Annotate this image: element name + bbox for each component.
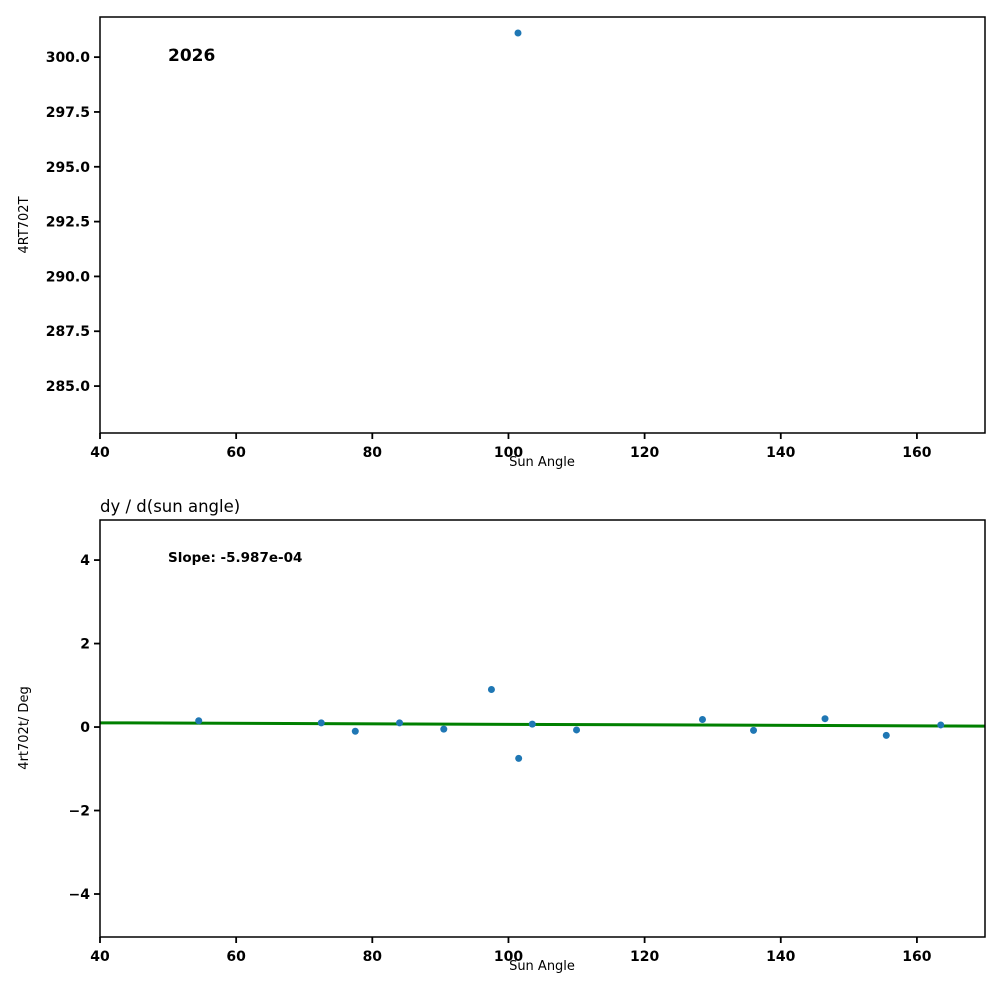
x-tick-label: 100 — [494, 949, 523, 965]
data-point — [821, 715, 829, 723]
bottom-annotation: Slope: -5.987e-04 — [168, 550, 302, 566]
x-tick-label: 120 — [630, 949, 659, 965]
y-tick-label: 292.5 — [46, 215, 90, 231]
top-chart: 40 60 80 100 120 140 160 285.0 287.5 290.0 292.5 29… — [46, 16, 986, 461]
data-point — [396, 719, 404, 727]
data-point — [487, 685, 495, 693]
data-point — [514, 29, 522, 37]
axes-frame — [99, 16, 986, 434]
x-tick-label: 100 — [494, 445, 523, 461]
data-point — [317, 719, 325, 727]
data-point — [573, 726, 581, 734]
data-point — [528, 720, 536, 728]
y-tick-label: 4 — [80, 553, 90, 569]
bottom-chart-title: dy / d(sun angle) — [100, 497, 240, 516]
top-x-axis-label: Sun Angle — [509, 455, 575, 470]
bottom-y-axis-label: 4rt702t/ Deg — [17, 686, 32, 769]
data-point — [698, 716, 706, 724]
x-tick-label: 80 — [363, 949, 383, 965]
x-tick-label: 80 — [363, 445, 383, 461]
y-tick-label: 300.0 — [46, 50, 91, 66]
fit-line — [99, 721, 986, 728]
data-point — [750, 726, 758, 734]
bottom-x-axis-label: Sun Angle — [509, 959, 575, 974]
y-tick-label: −4 — [69, 887, 91, 903]
bottom-chart: 40 60 80 100 120 140 160 −4 −2 0 2 4 — [69, 519, 986, 965]
x-tick-label: 140 — [766, 949, 795, 965]
data-point — [882, 731, 890, 739]
x-tick-label: 120 — [630, 445, 659, 461]
data-point — [515, 754, 523, 762]
y-tick-label: 287.5 — [46, 324, 90, 340]
y-tick-label: 297.5 — [46, 105, 90, 121]
y-tick-label: 285.0 — [46, 379, 91, 395]
x-tick-label: 60 — [226, 949, 246, 965]
data-point — [351, 727, 359, 735]
x-tick-label: 40 — [90, 445, 110, 461]
y-tick-label: 2 — [80, 637, 90, 653]
x-tick-label: 140 — [766, 445, 795, 461]
axes-frame — [99, 519, 986, 938]
y-tick-label: 0 — [80, 720, 90, 736]
y-tick-label: −2 — [69, 804, 90, 820]
x-tick-label: 40 — [90, 949, 110, 965]
x-tick-label: 60 — [226, 445, 246, 461]
top-annotation: 2026 — [168, 46, 215, 66]
y-tick-label: 290.0 — [46, 269, 91, 285]
top-y-axis-label: 4RT702T — [17, 196, 32, 253]
x-tick-label: 160 — [902, 949, 931, 965]
data-point — [440, 725, 448, 733]
data-point — [195, 717, 203, 725]
y-tick-label: 295.0 — [46, 160, 91, 176]
data-point — [937, 721, 945, 729]
x-tick-label: 160 — [902, 445, 931, 461]
